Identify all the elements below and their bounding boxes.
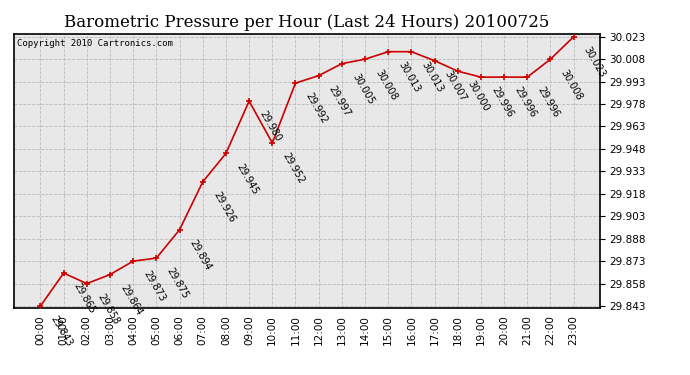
Text: 29.875: 29.875: [165, 267, 190, 301]
Text: 29.996: 29.996: [535, 86, 561, 120]
Text: 29.996: 29.996: [513, 86, 538, 120]
Text: 29.996: 29.996: [489, 86, 515, 120]
Text: 30.005: 30.005: [350, 72, 375, 106]
Text: 29.843: 29.843: [49, 314, 75, 349]
Text: 30.023: 30.023: [582, 45, 607, 79]
Text: 30.008: 30.008: [559, 68, 584, 102]
Text: 29.873: 29.873: [141, 270, 167, 304]
Text: 29.926: 29.926: [211, 190, 237, 225]
Text: Copyright 2010 Cartronics.com: Copyright 2010 Cartronics.com: [17, 39, 172, 48]
Text: 29.992: 29.992: [304, 92, 329, 126]
Text: 30.013: 30.013: [420, 60, 445, 94]
Title: Barometric Pressure per Hour (Last 24 Hours) 20100725: Barometric Pressure per Hour (Last 24 Ho…: [64, 14, 550, 31]
Text: 30.008: 30.008: [373, 68, 399, 102]
Text: 29.952: 29.952: [281, 151, 306, 186]
Text: 30.000: 30.000: [466, 80, 491, 114]
Text: 30.013: 30.013: [397, 60, 422, 94]
Text: 30.007: 30.007: [443, 69, 469, 103]
Text: 29.980: 29.980: [257, 110, 283, 144]
Text: 29.858: 29.858: [95, 292, 121, 326]
Text: 29.997: 29.997: [327, 84, 353, 118]
Text: 29.865: 29.865: [72, 281, 97, 316]
Text: 29.864: 29.864: [119, 283, 144, 317]
Text: 29.894: 29.894: [188, 238, 213, 272]
Text: 29.945: 29.945: [234, 162, 260, 196]
